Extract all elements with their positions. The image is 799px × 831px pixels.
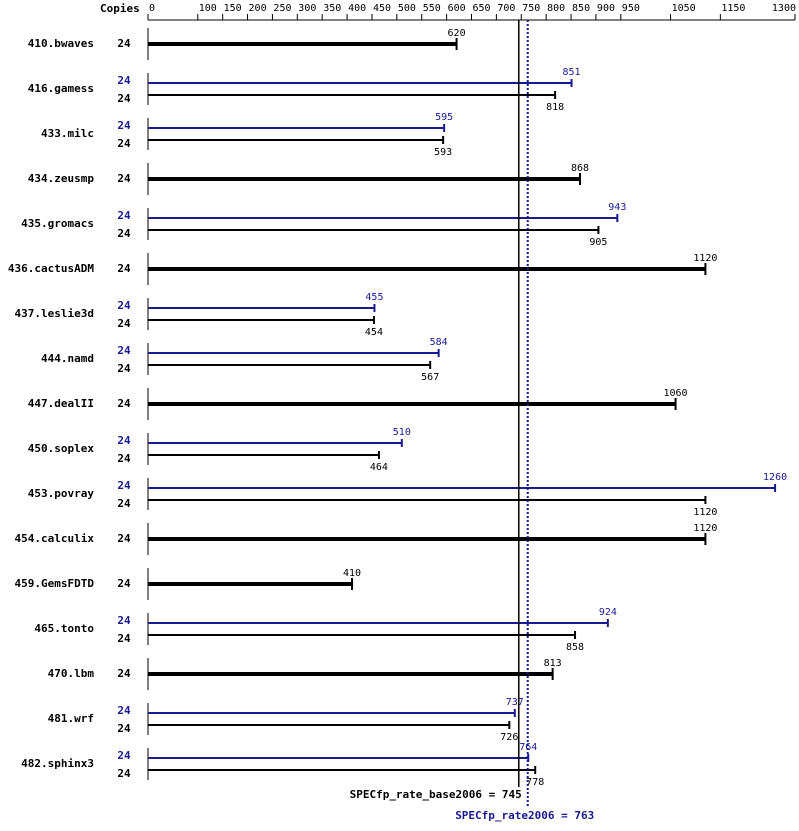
copies: 24: [117, 497, 131, 510]
copies: 24: [117, 397, 131, 410]
benchmark-label: 416.gamess: [28, 82, 94, 95]
x-tick-label: 700: [497, 3, 515, 14]
copies: 24: [117, 434, 131, 447]
x-tick-label: 800: [547, 3, 565, 14]
copies-header: Copies: [100, 2, 140, 15]
value-label: 737: [506, 697, 524, 708]
x-tick-label: 750: [522, 3, 540, 14]
copies: 24: [117, 577, 131, 590]
copies: 24: [117, 532, 131, 545]
benchmark-label: 435.gromacs: [21, 217, 94, 230]
benchmark-label: 444.namd: [41, 352, 94, 365]
benchmark-label: 410.bwaves: [28, 37, 94, 50]
benchmark-label: 433.milc: [41, 127, 94, 140]
benchmark-label: 436.cactusADM: [8, 262, 94, 275]
x-tick-label: 1300: [772, 3, 796, 14]
copies: 24: [117, 317, 131, 330]
copies: 24: [117, 344, 131, 357]
value-label: 1120: [693, 253, 717, 264]
value-label: 567: [421, 372, 439, 383]
x-tick-label: 900: [597, 3, 615, 14]
value-label: 858: [566, 642, 584, 653]
copies: 24: [117, 209, 131, 222]
benchmark-label: 482.sphinx3: [21, 757, 94, 770]
benchmark-label: 434.zeusmp: [28, 172, 95, 185]
value-label: 818: [546, 102, 564, 113]
value-label: 455: [365, 292, 383, 303]
value-label: 943: [608, 202, 626, 213]
benchmark-label: 465.tonto: [34, 622, 94, 635]
x-tick-label: 600: [448, 3, 466, 14]
value-label: 510: [393, 427, 411, 438]
value-label: 778: [526, 777, 544, 788]
copies: 24: [117, 299, 131, 312]
copies: 24: [117, 92, 131, 105]
copies: 24: [117, 137, 131, 150]
value-label: 1060: [664, 388, 688, 399]
value-label: 593: [434, 147, 452, 158]
x-tick-label: 0: [149, 3, 155, 14]
x-tick-label: 400: [348, 3, 366, 14]
value-label: 813: [544, 658, 562, 669]
x-tick-label: 350: [323, 3, 341, 14]
benchmark-label: 454.calculix: [15, 532, 95, 545]
copies: 24: [117, 74, 131, 87]
benchmark-label: 447.dealII: [28, 397, 94, 410]
x-tick-label: 200: [249, 3, 267, 14]
x-tick-label: 150: [224, 3, 242, 14]
copies: 24: [117, 479, 131, 492]
copies: 24: [117, 262, 131, 275]
x-tick-label: 450: [373, 3, 391, 14]
copies: 24: [117, 632, 131, 645]
value-label: 726: [500, 732, 518, 743]
benchmark-label: 470.lbm: [48, 667, 95, 680]
value-label: 454: [365, 327, 383, 338]
copies: 24: [117, 722, 131, 735]
value-label: 1260: [763, 472, 787, 483]
value-label: 905: [589, 237, 607, 248]
copies: 24: [117, 37, 131, 50]
x-tick-label: 250: [273, 3, 291, 14]
value-label: 1120: [693, 507, 717, 518]
value-label: 584: [430, 337, 448, 348]
value-label: 764: [519, 742, 537, 753]
reference-label: SPECfp_rate_base2006 = 745: [350, 788, 522, 801]
x-tick-label: 100: [199, 3, 217, 14]
copies: 24: [117, 362, 131, 375]
value-label: 924: [599, 607, 617, 618]
copies: 24: [117, 767, 131, 780]
x-tick-label: 1150: [721, 3, 745, 14]
x-tick-label: 1050: [672, 3, 696, 14]
copies: 24: [117, 227, 131, 240]
reference-label: SPECfp_rate2006 = 763: [455, 809, 594, 822]
benchmark-label: 450.soplex: [28, 442, 95, 455]
copies: 24: [117, 119, 131, 132]
value-label: 464: [370, 462, 388, 473]
x-tick-label: 500: [398, 3, 416, 14]
value-label: 851: [563, 67, 581, 78]
value-label: 868: [571, 163, 589, 174]
copies: 24: [117, 452, 131, 465]
benchmark-label: 437.leslie3d: [15, 307, 94, 320]
x-tick-label: 850: [572, 3, 590, 14]
copies: 24: [117, 614, 131, 627]
value-label: 595: [435, 112, 453, 123]
copies: 24: [117, 667, 131, 680]
x-tick-label: 550: [423, 3, 441, 14]
copies: 24: [117, 172, 131, 185]
benchmark-label: 481.wrf: [48, 712, 94, 725]
x-tick-label: 950: [622, 3, 640, 14]
value-label: 1120: [693, 523, 717, 534]
benchmark-label: 453.povray: [28, 487, 95, 500]
value-label: 410: [343, 568, 361, 579]
x-tick-label: 650: [473, 3, 491, 14]
benchmark-label: 459.GemsFDTD: [15, 577, 95, 590]
x-tick-label: 300: [298, 3, 316, 14]
copies: 24: [117, 749, 131, 762]
copies: 24: [117, 704, 131, 717]
value-label: 620: [448, 28, 466, 39]
